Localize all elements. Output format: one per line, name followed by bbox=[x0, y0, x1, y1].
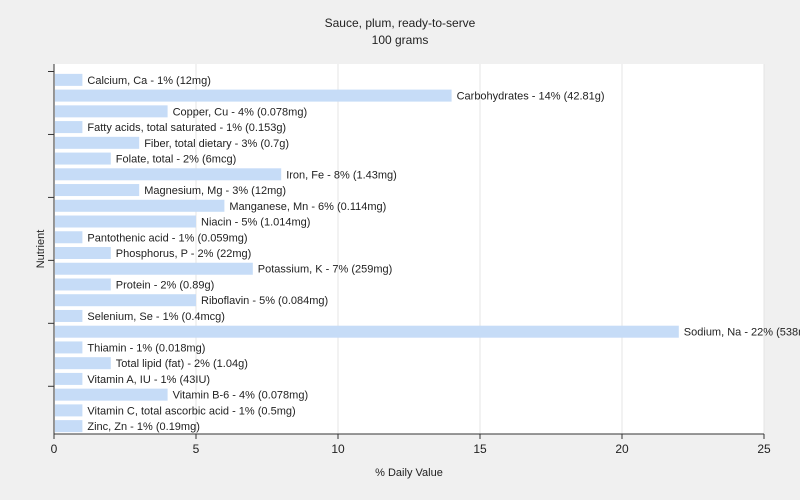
bar bbox=[55, 341, 83, 354]
bar bbox=[55, 184, 140, 197]
y-axis-title: Nutrient bbox=[35, 230, 47, 269]
bar-label: Pantothenic acid - 1% (0.059mg) bbox=[87, 232, 247, 244]
bar bbox=[55, 420, 83, 433]
bar-label: Total lipid (fat) - 2% (1.04g) bbox=[116, 358, 248, 370]
bar bbox=[55, 388, 168, 401]
bar-label: Fiber, total dietary - 3% (0.7g) bbox=[144, 138, 289, 150]
gridlines bbox=[195, 64, 765, 434]
bar bbox=[55, 357, 111, 370]
bar-label: Vitamin B-6 - 4% (0.078mg) bbox=[173, 390, 309, 402]
bar-label: Riboflavin - 5% (0.084mg) bbox=[201, 295, 328, 307]
plot-area bbox=[54, 64, 764, 434]
bar-label: Zinc, Zn - 1% (0.19mg) bbox=[87, 421, 199, 433]
bar bbox=[55, 199, 225, 212]
bar-label: Thiamin - 1% (0.018mg) bbox=[87, 342, 205, 354]
bar bbox=[55, 404, 83, 417]
bar bbox=[55, 168, 282, 181]
bar bbox=[55, 247, 111, 259]
bar-label: Magnesium, Mg - 3% (12mg) bbox=[144, 185, 286, 197]
bar bbox=[55, 309, 83, 322]
bar-label: Carbohydrates - 14% (42.81g) bbox=[457, 91, 605, 103]
y-axis-ticks bbox=[48, 71, 54, 387]
bar bbox=[55, 278, 111, 291]
bar-label: Vitamin A, IU - 1% (43IU) bbox=[87, 374, 210, 386]
chart-subtitle: 100 grams bbox=[372, 33, 429, 47]
bars bbox=[55, 73, 679, 433]
chart-title: Sauce, plum, ready-to-serve bbox=[325, 16, 476, 30]
bar bbox=[55, 73, 83, 86]
x-tick-label: 20 bbox=[615, 442, 629, 456]
bar-label: Selenium, Se - 1% (0.4mcg) bbox=[87, 311, 225, 323]
x-tick-label: 25 bbox=[757, 442, 771, 456]
bar-labels: Calcium, Ca - 1% (12mg) Carbohydrates - 1… bbox=[87, 75, 800, 433]
bar-label: Copper, Cu - 4% (0.078mg) bbox=[173, 106, 308, 118]
bar-label: Protein - 2% (0.89g) bbox=[116, 279, 214, 291]
bar bbox=[55, 121, 83, 134]
bar-label: Sodium, Na - 22% (538mg) bbox=[684, 327, 800, 339]
bar-label: Iron, Fe - 8% (1.43mg) bbox=[286, 169, 397, 181]
bar bbox=[55, 105, 168, 118]
x-axis-ticks: 0 5 10 15 20 25 bbox=[51, 434, 771, 456]
bar bbox=[55, 152, 111, 165]
bar-label: Niacin - 5% (1.014mg) bbox=[201, 217, 310, 229]
bar bbox=[55, 372, 83, 385]
bar bbox=[55, 294, 196, 307]
bar bbox=[55, 262, 253, 275]
bar bbox=[55, 136, 140, 149]
bar bbox=[55, 89, 452, 102]
bar-label: Fatty acids, total saturated - 1% (0.153… bbox=[87, 122, 286, 134]
bar-label: Manganese, Mn - 6% (0.114mg) bbox=[229, 201, 386, 213]
bar-label: Vitamin C, total ascorbic acid - 1% (0.5… bbox=[87, 405, 295, 417]
x-tick-label: 10 bbox=[331, 442, 345, 456]
bar bbox=[55, 325, 679, 338]
x-axis-title: % Daily Value bbox=[375, 467, 443, 479]
bar bbox=[55, 215, 196, 228]
x-tick-label: 15 bbox=[473, 442, 487, 456]
bar-label: Folate, total - 2% (6mcg) bbox=[116, 154, 236, 166]
bar-label: Phosphorus, P - 2% (22mg) bbox=[116, 248, 252, 260]
x-tick-label: 5 bbox=[193, 442, 200, 456]
x-tick-label: 0 bbox=[51, 442, 58, 456]
bar-label: Calcium, Ca - 1% (12mg) bbox=[87, 75, 210, 87]
bar-label: Potassium, K - 7% (259mg) bbox=[258, 264, 393, 276]
bar bbox=[55, 231, 83, 244]
